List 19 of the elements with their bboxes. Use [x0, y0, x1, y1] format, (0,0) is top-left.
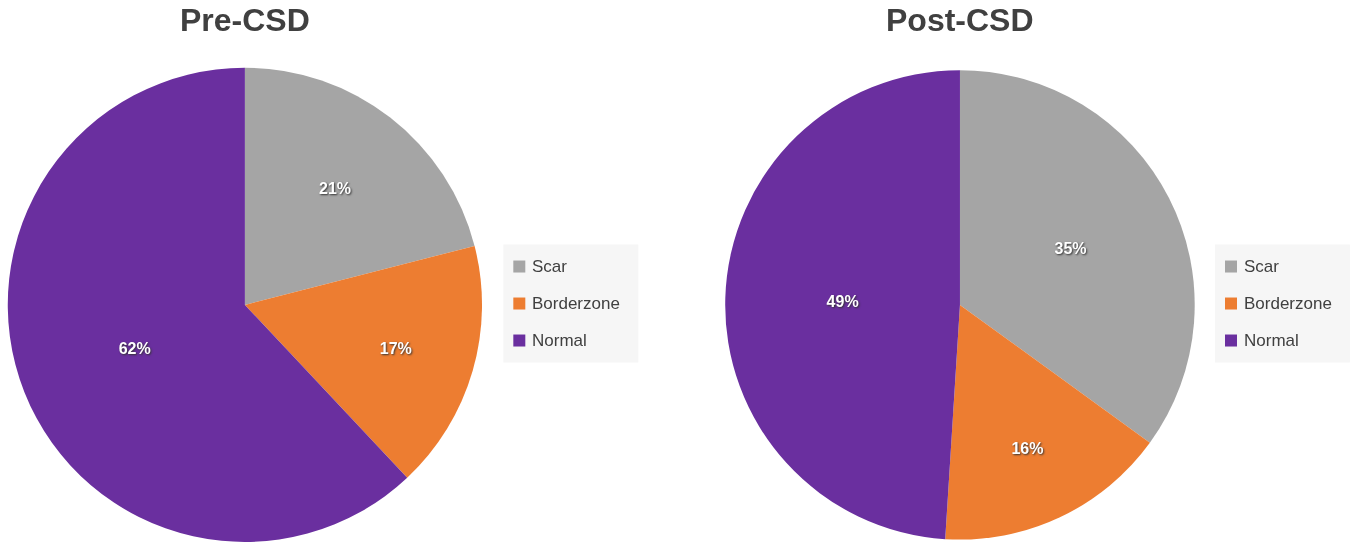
- data-label: 49%: [826, 292, 859, 310]
- pie-slice: [945, 304, 1150, 540]
- legend-label: Scar: [1244, 257, 1280, 276]
- legend-label: Normal: [532, 331, 587, 350]
- pie-slice: [244, 245, 482, 478]
- legend-label: Normal: [1244, 331, 1299, 350]
- chart-title: Pre-CSD: [180, 2, 310, 38]
- data-label: 62%: [118, 340, 151, 358]
- pie-slice: [725, 70, 960, 540]
- data-label: 17%: [379, 340, 412, 358]
- legend-label: Scar: [532, 257, 568, 276]
- data-label: 35%: [1054, 240, 1087, 258]
- legend-label: Borderzone: [1244, 294, 1332, 313]
- pie-slice: [959, 70, 1195, 443]
- pie-slice: [244, 67, 475, 305]
- data-label: 21%: [318, 180, 352, 198]
- data-label: 16%: [1011, 439, 1044, 457]
- legend-label: Borderzone: [532, 294, 620, 313]
- chart-title: Post-CSD: [886, 2, 1034, 38]
